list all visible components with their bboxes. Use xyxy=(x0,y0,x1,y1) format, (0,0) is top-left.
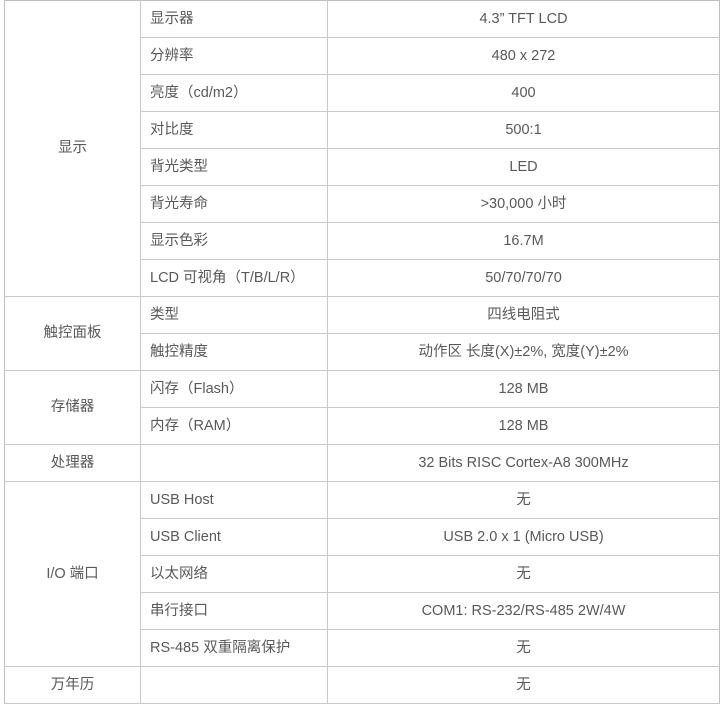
item-cell: 串行接口 xyxy=(140,592,328,630)
item-cell: USB Host xyxy=(140,481,328,519)
item-cell: 触控精度 xyxy=(140,333,328,371)
table-row: 存储器 闪存（Flash） 128 MB xyxy=(4,370,720,445)
item-cell: 亮度（cd/m2） xyxy=(140,74,328,112)
table-row: 背光寿命 >30,000 小时 xyxy=(5,185,720,223)
item-cell: USB Client xyxy=(140,518,328,556)
value-cell: USB 2.0 x 1 (Micro USB) xyxy=(327,518,720,556)
table-row: 万年历 无 xyxy=(4,666,720,704)
table-row: 显示色彩 16.7M xyxy=(5,222,720,260)
value-cell: COM1: RS-232/RS-485 2W/4W xyxy=(327,592,720,630)
value-cell: 4.3” TFT LCD xyxy=(327,0,720,38)
value-cell: LED xyxy=(327,148,720,186)
category-cell: 处理器 xyxy=(4,444,141,482)
category-cell: 显示 xyxy=(4,0,141,297)
item-cell: 分辨率 xyxy=(140,37,328,75)
item-cell: RS-485 双重隔离保护 xyxy=(140,629,328,667)
item-cell: 显示器 xyxy=(140,0,328,38)
value-cell: 50/70/70/70 xyxy=(327,259,720,297)
item-cell: LCD 可视角（T/B/L/R） xyxy=(140,259,328,297)
table-row: 背光类型 LED xyxy=(5,148,720,186)
item-cell: 内存（RAM） xyxy=(140,407,328,445)
value-cell: 400 xyxy=(327,74,720,112)
category-cell: 触控面板 xyxy=(4,296,141,371)
specification-table-body: 显示 显示器 4.3” TFT LCD 分辨率 480 x 272 亮度（cd/m2） 40… xyxy=(4,0,720,704)
category-cell: 存储器 xyxy=(4,370,141,445)
table-row: 显示 显示器 4.3” TFT LCD xyxy=(4,0,720,297)
value-cell: 128 MB xyxy=(327,370,720,408)
item-cell: 以太网络 xyxy=(140,555,328,593)
item-cell: 闪存（Flash） xyxy=(140,370,328,408)
value-cell: 无 xyxy=(327,555,720,593)
table-row: 串行接口 COM1: RS-232/RS-485 2W/4W xyxy=(5,592,720,630)
table-row: 触控精度 动作区 长度(X)±2%, 宽度(Y)±2% xyxy=(5,333,720,371)
value-cell: >30,000 小时 xyxy=(327,185,720,223)
category-cell: I/O 端口 xyxy=(4,481,141,667)
value-cell: 500:1 xyxy=(327,111,720,149)
item-cell: 类型 xyxy=(140,296,328,334)
table-row: 处理器 32 Bits RISC Cortex-A8 300MHz xyxy=(4,444,720,482)
item-cell: 显示色彩 xyxy=(140,222,328,260)
value-cell: 无 xyxy=(327,666,720,704)
item-cell: 背光寿命 xyxy=(140,185,328,223)
value-cell: 480 x 272 xyxy=(327,37,720,75)
item-cell-empty xyxy=(140,444,328,482)
table-row: LCD 可视角（T/B/L/R） 50/70/70/70 xyxy=(5,259,720,297)
table-row: 对比度 500:1 xyxy=(5,111,720,149)
table-row: USB Client USB 2.0 x 1 (Micro USB) xyxy=(5,518,720,556)
value-cell: 四线电阻式 xyxy=(327,296,720,334)
item-cell: 背光类型 xyxy=(140,148,328,186)
value-cell: 动作区 长度(X)±2%, 宽度(Y)±2% xyxy=(327,333,720,371)
category-cell: 万年历 xyxy=(4,666,141,704)
value-cell: 128 MB xyxy=(327,407,720,445)
table-row: I/O 端口 USB Host 无 xyxy=(4,481,720,667)
value-cell: 16.7M xyxy=(327,222,720,260)
table-row: 触控面板 类型 四线电阻式 xyxy=(4,296,720,371)
item-cell-empty xyxy=(140,666,328,704)
table-row: 亮度（cd/m2） 400 xyxy=(5,74,720,112)
value-cell: 无 xyxy=(327,629,720,667)
table-row: 分辨率 480 x 272 xyxy=(5,37,720,75)
value-cell: 无 xyxy=(327,481,720,519)
specification-table: 显示 显示器 4.3” TFT LCD 分辨率 480 x 272 亮度（cd/m2） 40… xyxy=(4,0,720,704)
value-cell: 32 Bits RISC Cortex-A8 300MHz xyxy=(327,444,720,482)
item-cell: 对比度 xyxy=(140,111,328,149)
